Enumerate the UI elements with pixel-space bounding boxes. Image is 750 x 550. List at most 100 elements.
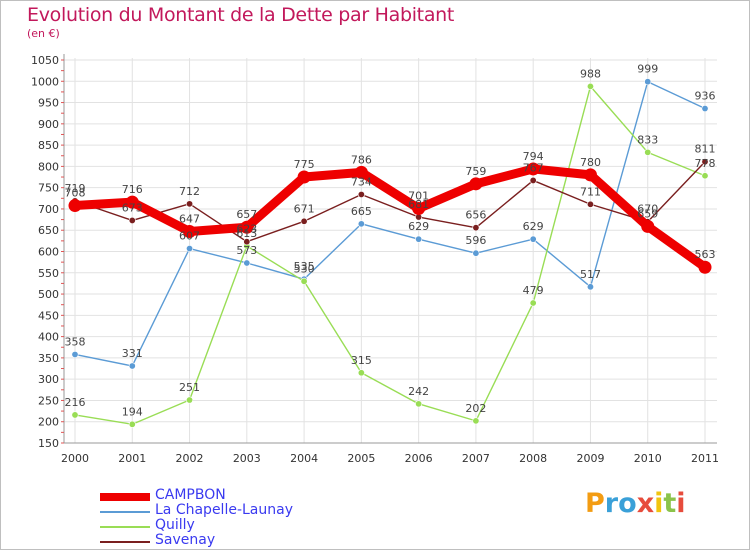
data-point [415, 400, 423, 408]
y-tick-label: 750 [38, 182, 59, 195]
data-label: 775 [294, 158, 315, 171]
y-tick-label: 150 [38, 437, 59, 450]
x-tick-label: 2006 [405, 452, 433, 465]
data-label: 673 [122, 201, 143, 214]
y-tick-label: 700 [38, 203, 59, 216]
x-tick-label: 2005 [347, 452, 375, 465]
data-label: 786 [351, 153, 372, 166]
x-tick-label: 2004 [290, 452, 318, 465]
data-point [472, 417, 480, 425]
y-tick-label: 550 [38, 267, 59, 280]
data-point [357, 369, 365, 377]
data-point [529, 299, 537, 307]
data-point [529, 176, 537, 184]
data-point [186, 200, 194, 208]
data-label: 656 [465, 209, 486, 222]
x-tick-label: 2001 [118, 452, 146, 465]
logo-letter: P [585, 488, 605, 519]
y-tick-label: 300 [38, 373, 59, 386]
data-label: 216 [65, 396, 86, 409]
data-label: 716 [122, 183, 143, 196]
data-label: 613 [236, 227, 257, 240]
data-label: 563 [695, 248, 716, 261]
data-label: 659 [637, 207, 658, 220]
data-point [128, 216, 136, 224]
data-point [71, 411, 79, 419]
logo-letter: r [604, 488, 619, 519]
legend-label: CAMPBON [155, 487, 226, 503]
legend-swatch [100, 511, 150, 513]
y-tick-label: 600 [38, 246, 59, 259]
data-point [701, 105, 709, 113]
y-tick-label: 350 [38, 352, 59, 365]
data-point [300, 217, 308, 225]
data-point [354, 165, 368, 179]
data-point [125, 195, 139, 209]
data-label: 479 [523, 284, 544, 297]
data-point [472, 224, 480, 232]
data-label: 517 [580, 268, 601, 281]
chart-data-labels: 708 716 647 657 775 786 701 759 794 780 659 563 358 3… [65, 63, 716, 419]
data-label: 671 [294, 202, 315, 215]
data-point [644, 78, 652, 86]
data-label: 623 [236, 223, 257, 236]
data-point [701, 172, 709, 180]
data-label: 202 [465, 402, 486, 415]
y-tick-label: 900 [38, 118, 59, 131]
data-point [186, 396, 194, 404]
legend-label: Savenay [155, 532, 216, 548]
data-point [526, 162, 540, 176]
data-label: 719 [65, 182, 86, 195]
y-tick-label: 1000 [31, 75, 59, 88]
logo-letter: i [676, 488, 686, 519]
data-point [529, 235, 537, 243]
series-line [70, 164, 710, 272]
data-point [583, 168, 597, 182]
data-point [698, 260, 712, 274]
data-point [415, 235, 423, 243]
data-label: 530 [294, 262, 315, 275]
data-label: 194 [122, 405, 143, 418]
data-point [243, 259, 251, 267]
data-label: 315 [351, 354, 372, 367]
data-label: 759 [465, 165, 486, 178]
x-tick-label: 2010 [634, 452, 662, 465]
data-point [357, 220, 365, 228]
data-label: 936 [695, 90, 716, 103]
y-tick-label: 400 [38, 331, 59, 344]
x-tick-label: 2008 [519, 452, 547, 465]
logo-letter: i [654, 488, 664, 519]
y-tick-label: 1050 [31, 54, 59, 67]
y-tick-label: 450 [38, 309, 59, 322]
x-tick-label: 2009 [576, 452, 604, 465]
data-point [128, 420, 136, 428]
data-label: 780 [580, 156, 601, 169]
data-label: 811 [695, 143, 716, 156]
series-line [74, 161, 706, 243]
chart-axes: 150 200 250 300 350 400 450 500 550 600 650 700 750 8… [31, 54, 719, 465]
data-label: 734 [351, 175, 372, 188]
data-point [300, 277, 308, 285]
chart-grid [64, 58, 717, 444]
data-point [469, 177, 483, 191]
data-point [586, 283, 594, 291]
data-label: 607 [179, 230, 200, 243]
data-label: 331 [122, 347, 143, 360]
data-label: 242 [408, 385, 429, 398]
legend-swatch [100, 541, 150, 543]
y-tick-label: 650 [38, 224, 59, 237]
data-label: 573 [236, 244, 257, 257]
data-label: 833 [637, 133, 658, 146]
data-label: 251 [179, 381, 200, 394]
chart-lines [68, 78, 712, 428]
chart-subtitle: (en €) [27, 27, 60, 40]
x-tick-label: 2007 [462, 452, 490, 465]
x-tick-label: 2011 [691, 452, 719, 465]
y-tick-label: 200 [38, 416, 59, 429]
data-label: 681 [408, 198, 429, 211]
legend-label: Quilly [155, 517, 195, 533]
y-tick-label: 500 [38, 288, 59, 301]
data-label: 701 [408, 190, 429, 203]
data-point [243, 238, 251, 246]
